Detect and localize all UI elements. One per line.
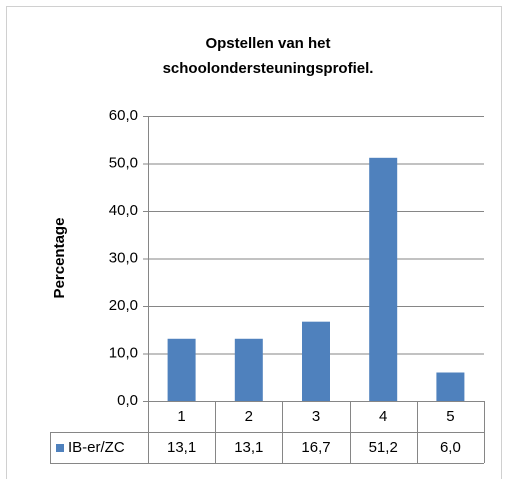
bar <box>436 372 465 401</box>
y-tick-label: 40,0 <box>109 202 138 219</box>
table-cell: 51,2 <box>369 439 398 456</box>
x-tick-label: 2 <box>245 408 253 425</box>
x-tick-label: 5 <box>446 408 454 425</box>
table-cell: 13,1 <box>234 439 263 456</box>
legend-key <box>56 444 64 452</box>
table-cell: 13,1 <box>167 439 196 456</box>
y-tick-label: 30,0 <box>109 249 138 266</box>
y-tick-label: 60,0 <box>109 107 138 124</box>
x-tick-label: 1 <box>177 408 185 425</box>
x-tick-label: 4 <box>379 408 387 425</box>
legend-label: IB-er/ZC <box>68 439 125 456</box>
y-tick-label: 0,0 <box>117 392 138 409</box>
y-tick-label: 50,0 <box>109 154 138 171</box>
y-tick-label: 10,0 <box>109 344 138 361</box>
y-tick-label: 20,0 <box>109 297 138 314</box>
table-cell: 16,7 <box>301 439 330 456</box>
x-tick-label: 3 <box>312 408 320 425</box>
table-cell: 6,0 <box>440 439 461 456</box>
bar <box>234 338 263 401</box>
bar <box>369 157 398 401</box>
bar <box>302 321 330 401</box>
y-axis-label: Percentage <box>51 218 68 299</box>
chart-title: Opstellen van het schoolondersteuningspr… <box>162 35 374 77</box>
bar <box>167 338 196 401</box>
